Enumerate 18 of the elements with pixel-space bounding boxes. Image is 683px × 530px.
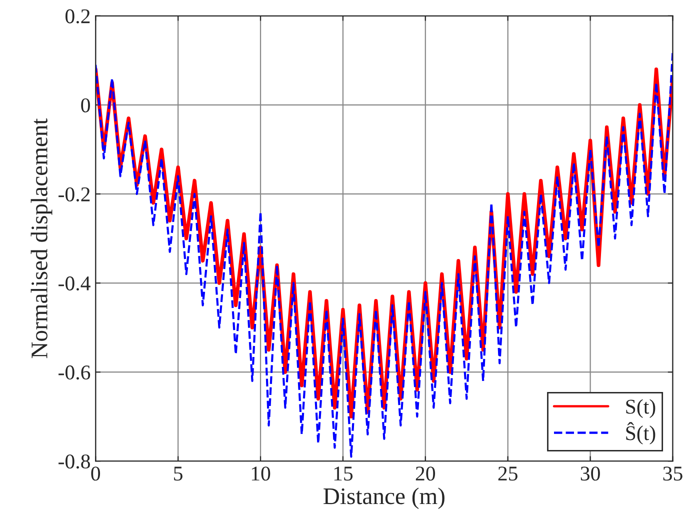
x-tick-label: 20 [416,466,436,481]
x-tick-label: 25 [498,466,518,481]
legend-label: Ŝ(t) [626,422,656,444]
x-tick-label: 35 [663,466,682,481]
x-tick-label: 10 [252,466,270,481]
x-axis-title: Distance (m) [324,488,444,510]
x-tick-label: 0 [91,466,100,481]
y-tick-label: -0.8 [58,454,90,469]
y-tick-label: -0.2 [58,187,90,202]
y-tick-label: 0 [81,98,90,112]
y-axis-title: Normalised displacement [30,118,52,358]
y-tick-label: -0.6 [58,365,90,380]
y-tick-label: -0.4 [58,276,90,291]
y-tick-label: 0.2 [66,9,90,24]
x-tick-label: 5 [174,466,182,481]
legend-label: S(t) [626,399,656,418]
x-tick-label: 30 [580,466,600,481]
x-tick-label: 15 [334,466,353,481]
